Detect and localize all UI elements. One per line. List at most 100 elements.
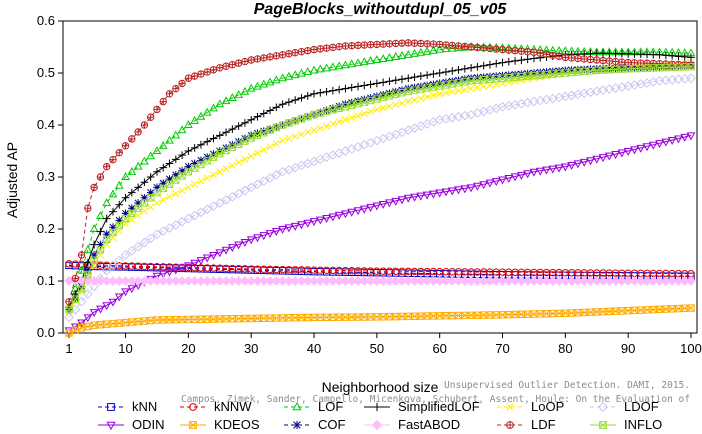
data-point	[216, 168, 224, 176]
data-point	[115, 221, 123, 230]
data-point	[447, 276, 458, 286]
data-point	[297, 94, 306, 102]
data-point	[680, 53, 689, 61]
data-point	[474, 44, 481, 51]
data-point	[372, 55, 382, 64]
data-point	[83, 244, 93, 253]
legend-marker	[597, 401, 609, 413]
data-point	[197, 177, 205, 185]
data-point	[342, 42, 349, 50]
data-point	[435, 189, 445, 198]
data-point	[197, 315, 205, 323]
data-point	[511, 73, 519, 81]
data-point	[630, 306, 639, 314]
data-point	[360, 98, 368, 106]
data-point	[674, 135, 683, 144]
data-point	[147, 194, 155, 202]
data-point	[233, 276, 244, 286]
data-point	[480, 76, 488, 84]
data-point	[258, 276, 269, 286]
data-point	[359, 205, 369, 214]
data-point	[109, 207, 117, 216]
data-point	[517, 73, 525, 81]
data-point	[522, 276, 533, 286]
data-point	[140, 199, 149, 207]
data-point	[391, 197, 401, 206]
data-point	[285, 134, 293, 143]
data-point	[121, 288, 130, 297]
data-point	[178, 172, 186, 180]
legend-item-ldof: LDOF	[590, 399, 659, 414]
data-point	[215, 147, 224, 155]
data-point	[90, 251, 98, 259]
data-point	[235, 140, 243, 148]
data-point	[184, 168, 192, 176]
data-point	[617, 149, 627, 158]
data-point	[674, 305, 682, 313]
data-point	[524, 72, 532, 80]
legend-marker	[189, 421, 197, 429]
data-point	[279, 137, 287, 145]
data-point	[624, 65, 632, 73]
data-point	[606, 57, 613, 65]
data-point	[555, 309, 563, 317]
data-point	[681, 63, 689, 71]
data-point	[265, 276, 275, 286]
data-point	[158, 140, 168, 149]
data-point	[498, 74, 507, 82]
data-point	[178, 186, 186, 195]
data-point	[535, 276, 546, 286]
data-point	[410, 193, 419, 202]
data-point	[416, 72, 425, 80]
data-point	[170, 219, 181, 230]
y-axis: 0.0 0.1 0.2 0.3 0.4 0.5 0.6	[37, 13, 63, 340]
data-point	[77, 282, 86, 291]
legend-item-lof: LOF	[284, 399, 343, 414]
legend-marker	[506, 403, 514, 411]
data-point	[643, 63, 651, 72]
data-point	[222, 165, 230, 173]
data-point	[687, 63, 695, 71]
data-point	[315, 64, 325, 73]
data-point	[585, 276, 596, 286]
data-point	[579, 276, 590, 286]
data-point	[101, 276, 112, 286]
data-point	[630, 63, 639, 72]
data-point	[285, 50, 293, 57]
data-point	[114, 293, 124, 302]
data-point	[429, 45, 438, 54]
data-point	[266, 143, 274, 151]
data-point	[235, 59, 242, 67]
data-point	[170, 276, 181, 286]
data-point	[598, 154, 608, 163]
data-point	[360, 95, 369, 104]
data-point	[335, 102, 344, 111]
data-point	[454, 79, 463, 87]
data-point	[172, 85, 180, 92]
data-point	[304, 313, 312, 322]
legend-label: LDF	[531, 417, 556, 432]
data-point	[134, 211, 142, 220]
data-point	[598, 276, 608, 286]
data-point	[643, 306, 651, 314]
data-point	[379, 78, 387, 87]
data-point	[103, 163, 110, 170]
data-point	[191, 72, 198, 80]
data-point	[593, 56, 600, 64]
data-point	[334, 61, 344, 70]
data-point	[84, 205, 92, 212]
data-point	[341, 60, 350, 69]
data-point	[549, 309, 557, 318]
data-point	[448, 67, 457, 75]
data-point	[165, 268, 174, 277]
data-point	[329, 120, 337, 128]
data-point	[366, 94, 375, 102]
data-point	[77, 285, 86, 293]
data-point	[158, 276, 169, 286]
data-point	[147, 316, 155, 325]
data-point	[284, 71, 294, 80]
data-point	[435, 69, 444, 77]
data-point	[247, 134, 255, 142]
data-point	[630, 65, 639, 73]
data-point	[203, 174, 211, 182]
